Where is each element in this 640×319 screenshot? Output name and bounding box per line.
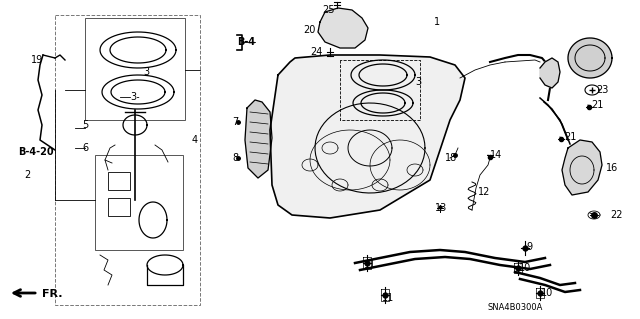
Text: 19: 19 (31, 55, 44, 65)
Text: 3: 3 (143, 67, 149, 77)
Text: 17: 17 (588, 42, 600, 52)
Polygon shape (540, 58, 560, 88)
Text: 23: 23 (596, 85, 609, 95)
Text: 10: 10 (519, 263, 531, 273)
Text: B-4-20: B-4-20 (18, 147, 54, 157)
Bar (108, 198, 130, 216)
Bar (108, 172, 130, 190)
Polygon shape (245, 100, 272, 178)
Text: 8: 8 (232, 153, 238, 163)
Text: 20: 20 (303, 25, 316, 35)
Polygon shape (568, 38, 612, 78)
Text: 9: 9 (526, 242, 532, 252)
Bar (85, 18, 185, 120)
Text: SNA4B0300A: SNA4B0300A (487, 303, 542, 313)
Text: 12: 12 (478, 187, 490, 197)
Text: 10: 10 (541, 288, 553, 298)
Text: 21: 21 (564, 132, 577, 142)
Text: 1: 1 (434, 17, 440, 27)
Text: 14: 14 (490, 150, 502, 160)
Text: 11: 11 (382, 293, 394, 303)
Text: 3-: 3- (130, 92, 140, 102)
Text: 11: 11 (364, 260, 376, 270)
Bar (55, 15, 200, 305)
Text: B-4: B-4 (237, 37, 255, 47)
Text: 24: 24 (310, 47, 323, 57)
Text: 6: 6 (82, 143, 88, 153)
Text: 16: 16 (606, 163, 618, 173)
Text: 13: 13 (435, 203, 447, 213)
Text: FR.: FR. (42, 289, 63, 299)
Polygon shape (318, 8, 368, 48)
Bar (95, 155, 183, 250)
Polygon shape (562, 140, 602, 195)
Text: 18: 18 (445, 153, 457, 163)
Text: 25: 25 (322, 5, 335, 15)
Text: 2: 2 (24, 170, 30, 180)
Text: 21: 21 (591, 100, 604, 110)
Polygon shape (270, 55, 465, 218)
Text: 5: 5 (82, 120, 88, 130)
Text: 15: 15 (548, 73, 561, 83)
Text: 22: 22 (610, 210, 623, 220)
Text: 7: 7 (232, 117, 238, 127)
Text: 4: 4 (192, 135, 198, 145)
Text: 3: 3 (415, 77, 421, 87)
